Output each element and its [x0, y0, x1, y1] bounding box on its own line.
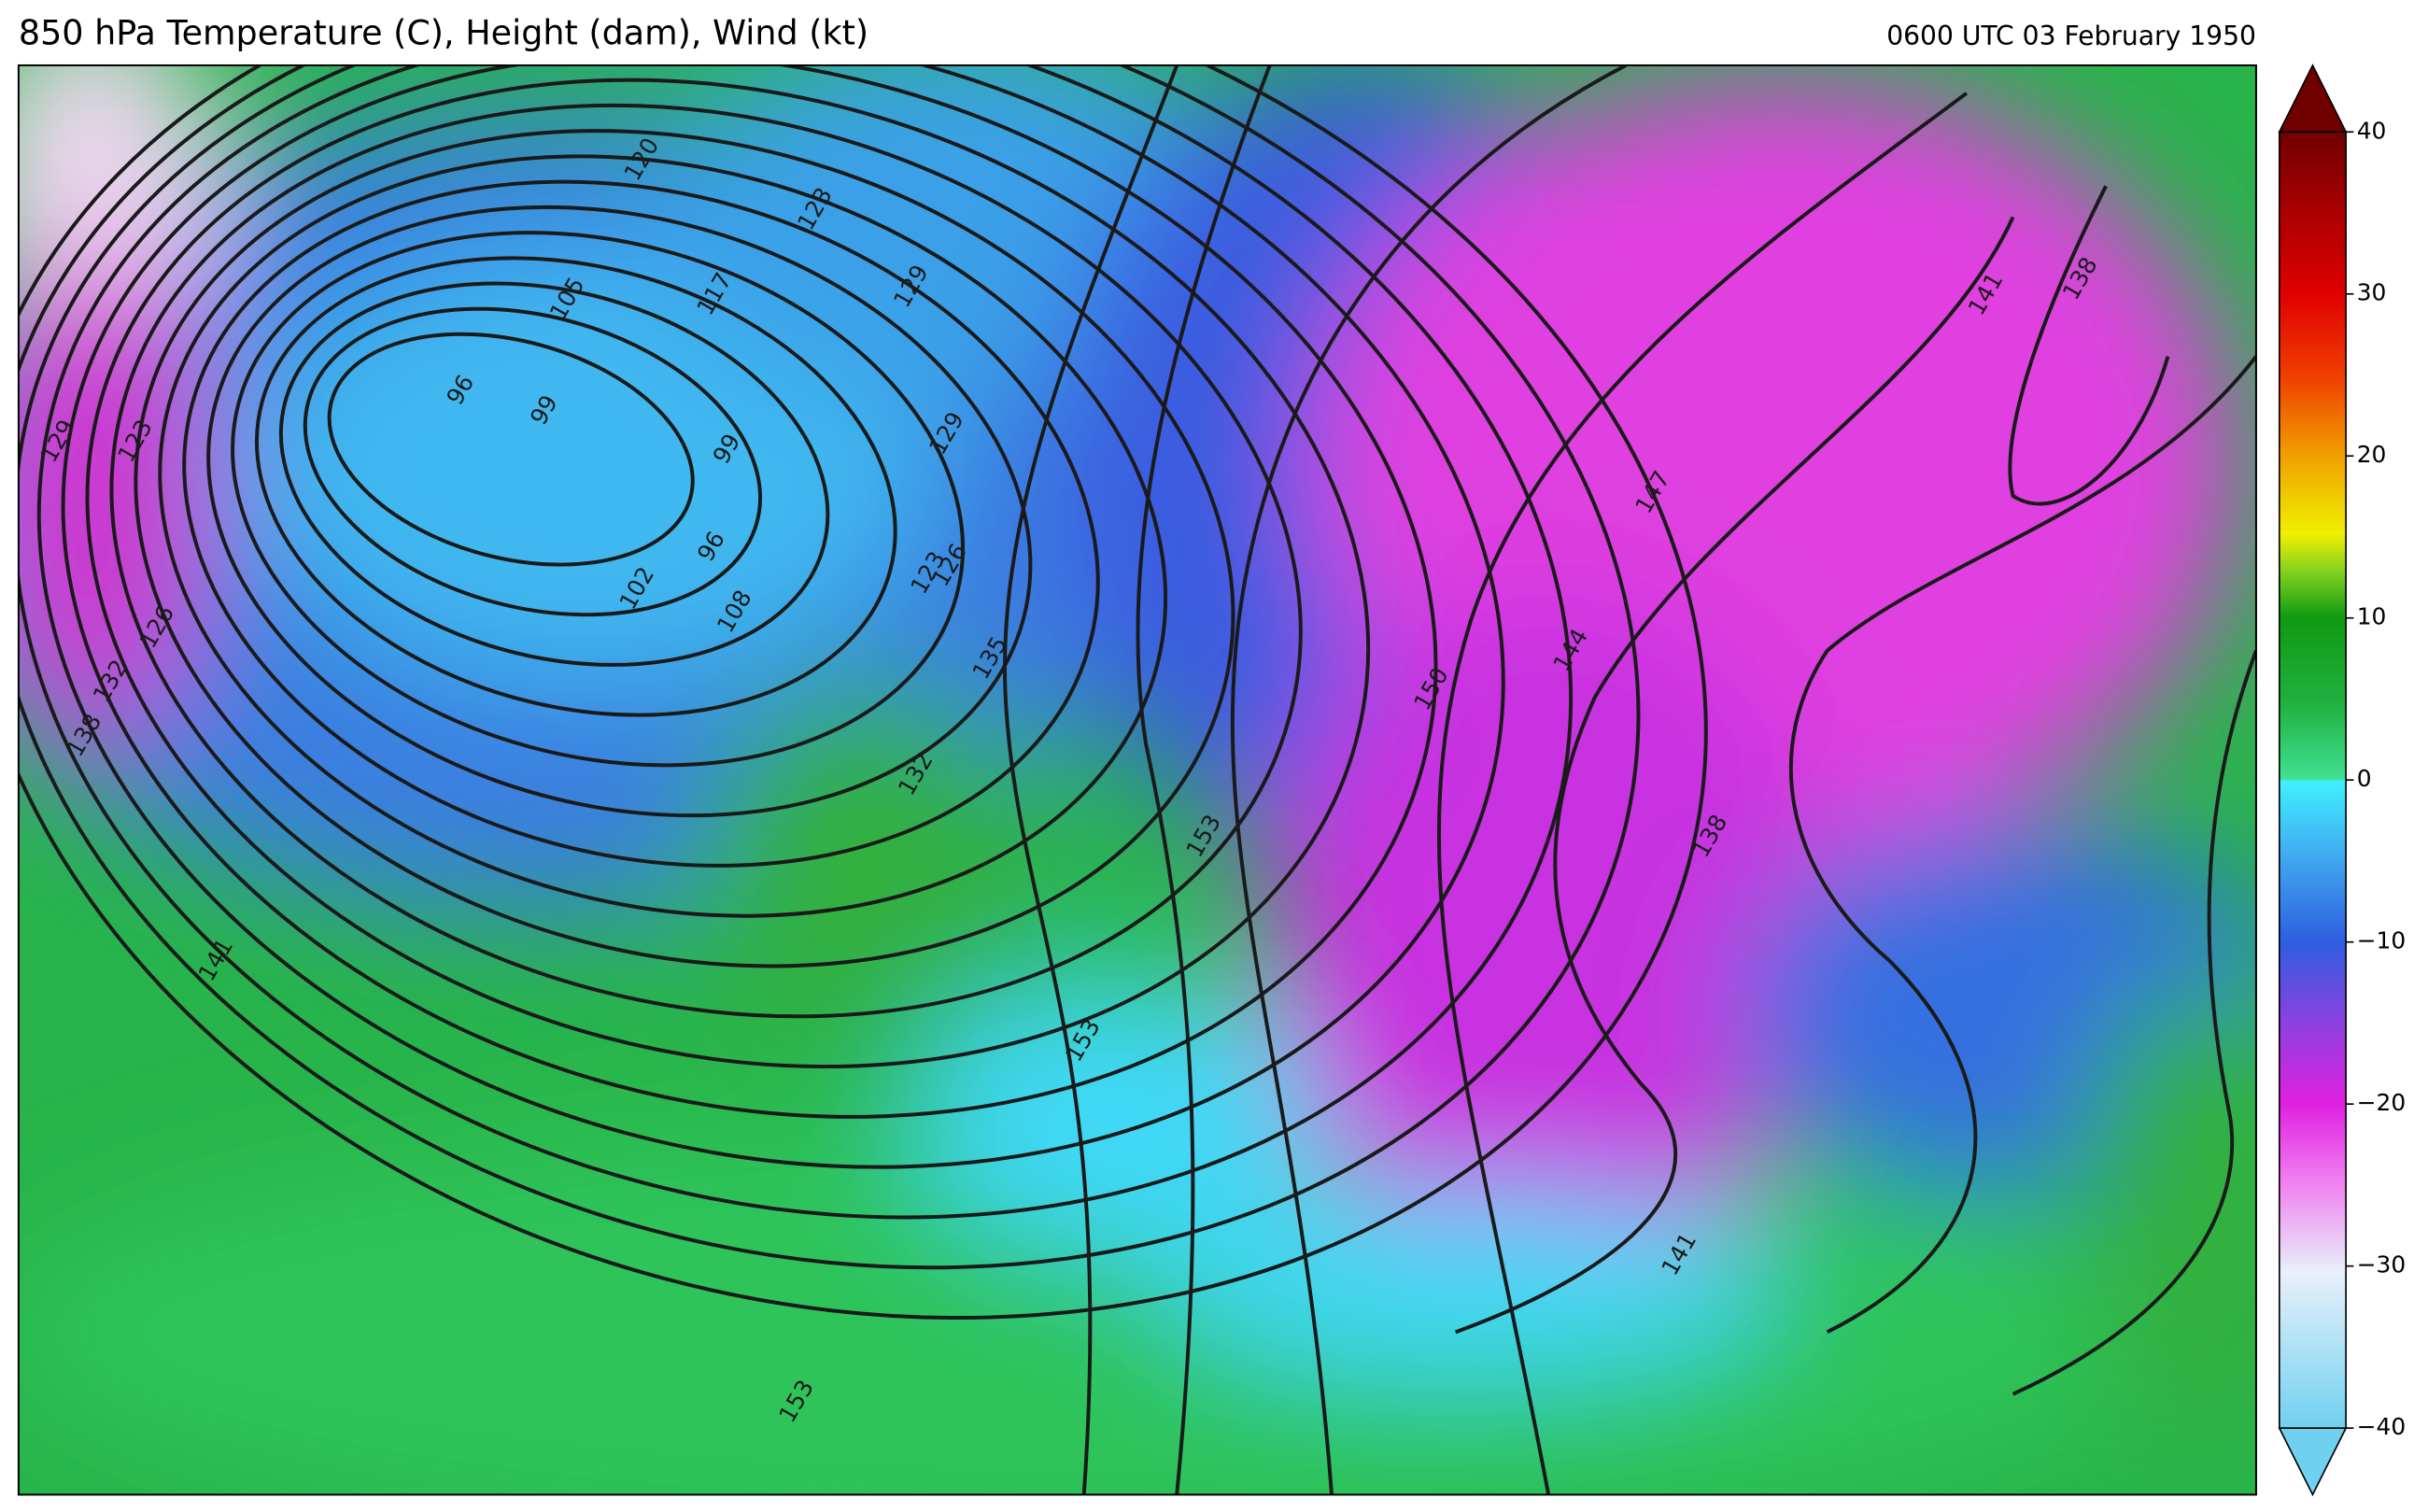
contour-line [278, 281, 830, 667]
colorbar-tick-label: 30 [2357, 279, 2387, 306]
colorbar-tick-label: −20 [2357, 1089, 2406, 1116]
contour-line [36, 64, 1505, 1169]
colorbar-extend-top [2278, 64, 2348, 134]
colorbar-tick-label: 40 [2357, 117, 2387, 144]
contour-line [1136, 64, 1272, 1495]
colorbar: −40 −30 −20 −10 0 10 20 30 40 [2278, 64, 2406, 1497]
valid-time: 0600 UTC 03 February 1950 [1886, 21, 2256, 51]
height-contours [18, 64, 2256, 1495]
contour-line [206, 205, 1033, 818]
contour-line [85, 78, 1371, 1069]
colorbar-tick-label: 20 [2357, 441, 2387, 468]
contour-line [2008, 185, 2170, 506]
colorbar-tick-label: 0 [2357, 765, 2372, 792]
colorbar-extend-bottom [2278, 1427, 2348, 1497]
colorbar-tick-label: −30 [2357, 1251, 2406, 1279]
contour-line [231, 231, 965, 768]
contour-line [2012, 650, 2256, 1396]
contour-line [134, 129, 1235, 968]
map-frame [17, 64, 2257, 1496]
contour-line [61, 64, 1438, 1119]
colorbar-body [2278, 131, 2347, 1429]
contour-line [18, 64, 1574, 1220]
contour-line [1230, 64, 1627, 1495]
contour-line [1436, 92, 1969, 1495]
contour-line [255, 256, 897, 717]
colorbar-tick-label: 10 [2357, 603, 2387, 630]
contour-line [18, 64, 1641, 1270]
contour-line [327, 332, 695, 567]
contour-line [182, 179, 1100, 868]
contour-line [18, 64, 1708, 1321]
colorbar-tick-label: −40 [2357, 1413, 2406, 1440]
contour-line [303, 306, 763, 617]
contour-line [109, 103, 1303, 1019]
contour-line [1002, 64, 1179, 1495]
colorbar-tick-label: −10 [2357, 927, 2406, 954]
contour-line [158, 154, 1168, 918]
contour-line [1788, 355, 2256, 1335]
contour-line [1454, 216, 2015, 1335]
map-title: 850 hPa Temperature (C), Height (dam), W… [19, 12, 868, 52]
